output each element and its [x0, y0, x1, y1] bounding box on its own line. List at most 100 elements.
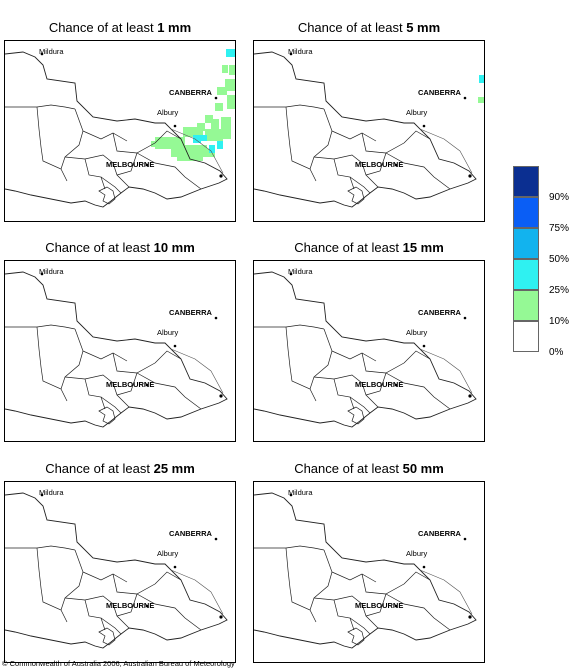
map-10mm: Mildura CANBERRA Albury MELBOURNE: [4, 260, 236, 442]
rain-cell: [231, 49, 235, 57]
district-border: [331, 571, 377, 583]
melbourne-label: MELBOURNE: [106, 160, 155, 169]
mildura-label: Mildura: [288, 267, 313, 276]
district-border: [112, 573, 138, 595]
albury-label: Albury: [157, 108, 179, 117]
panel-15mm: Chance of at least 15 mm Mildura CANBERRA…: [253, 240, 485, 450]
district-border: [349, 176, 371, 194]
panel-title: Chance of at least 25 mm: [45, 461, 195, 476]
rain-cell: [205, 115, 213, 123]
panel-1mm: Chance of at least 1 mm Mildura CANBERRA A…: [4, 20, 236, 230]
legend-label-75: 75%: [549, 223, 570, 234]
district-border: [331, 130, 377, 142]
melbourne-dot: [145, 604, 149, 608]
rain-cell: [177, 153, 203, 161]
district-border: [100, 176, 122, 194]
district-border: [60, 549, 84, 611]
canberra-label: CANBERRA: [169, 88, 212, 97]
border-line: [419, 348, 473, 394]
canberra-label: CANBERRA: [418, 88, 461, 97]
state-outline: [254, 51, 477, 208]
district-border: [136, 152, 202, 190]
melbourne-dot: [394, 383, 398, 387]
canberra-dot: [214, 96, 218, 100]
point-dot: [468, 394, 472, 398]
district-border: [5, 545, 76, 551]
district-border: [82, 571, 128, 583]
point-dot: [219, 615, 223, 619]
district-border: [309, 108, 333, 170]
border-line: [419, 128, 473, 174]
district-border: [349, 617, 371, 635]
mildura-label: Mildura: [39, 488, 64, 497]
district-border: [5, 324, 76, 330]
border-line: [170, 348, 224, 394]
canberra-label: CANBERRA: [169, 529, 212, 538]
legend-swatch-90: [513, 166, 539, 197]
canberra-dot: [463, 316, 467, 320]
district-border: [385, 152, 451, 190]
albury-label: Albury: [406, 108, 428, 117]
district-border: [349, 396, 371, 414]
rain-cell: [217, 87, 227, 95]
district-border: [309, 328, 333, 390]
melbourne-dot: [145, 163, 149, 167]
melbourne-label: MELBOURNE: [355, 160, 404, 169]
map-50mm: Mildura CANBERRA Albury MELBOURNE: [253, 481, 485, 663]
legend-label-25: 25%: [549, 285, 570, 296]
rain-cell: [217, 141, 223, 149]
district-border: [285, 326, 317, 402]
district-border: [100, 617, 122, 635]
victoria-map: [254, 492, 477, 649]
district-border: [403, 130, 431, 144]
mildura-dot: [289, 272, 293, 276]
legend-swatch-0: [513, 321, 539, 352]
panel-title: Chance of at least 50 mm: [294, 461, 444, 476]
district-border: [116, 362, 156, 396]
canberra-label: CANBERRA: [418, 308, 461, 317]
panel-title: Chance of at least 10 mm: [45, 240, 195, 255]
district-border: [254, 324, 325, 330]
rain-cell: [227, 95, 235, 109]
legend-swatch-75: [513, 197, 539, 228]
albury-label: Albury: [406, 328, 428, 337]
district-border: [331, 350, 377, 362]
district-border: [5, 104, 76, 110]
copyright: © Commonwealth of Australia 2006, Austra…: [2, 659, 235, 668]
rain-cell: [201, 135, 207, 141]
victoria-map: [254, 51, 484, 208]
albury-dot: [173, 124, 177, 128]
rain-cell: [205, 129, 223, 141]
legend-label-50: 50%: [549, 254, 570, 265]
mildura-dot: [40, 272, 44, 276]
legend-swatch-50: [513, 228, 539, 259]
district-border: [403, 571, 431, 585]
district-border: [116, 583, 156, 617]
point-dot: [219, 174, 223, 178]
panel-title: Chance of at least 1 mm: [48, 20, 192, 35]
rain-cell: [222, 65, 228, 73]
district-border: [154, 350, 182, 364]
melbourne-dot: [394, 604, 398, 608]
albury-label: Albury: [406, 549, 428, 558]
port-phillip-bay: [98, 186, 116, 205]
border-line: [419, 569, 473, 615]
panel-10mm: Chance of at least 10 mm Mildura CANBERRA…: [4, 240, 236, 450]
legend-label-0: 0%: [549, 347, 564, 358]
victoria-map: [5, 49, 235, 208]
legend-swatch-25: [513, 259, 539, 290]
district-border: [84, 158, 106, 190]
district-border: [112, 352, 138, 374]
point-dot: [219, 394, 223, 398]
albury-dot: [173, 344, 177, 348]
mildura-dot: [289, 493, 293, 497]
mildura-label: Mildura: [39, 47, 64, 56]
melbourne-label: MELBOURNE: [106, 380, 155, 389]
mildura-dot: [40, 493, 44, 497]
port-phillip-bay: [98, 627, 116, 646]
rain-cell: [151, 141, 157, 147]
district-border: [154, 571, 182, 585]
district-border: [116, 142, 156, 176]
legend-label-10: 10%: [549, 316, 570, 327]
canberra-label: CANBERRA: [169, 308, 212, 317]
